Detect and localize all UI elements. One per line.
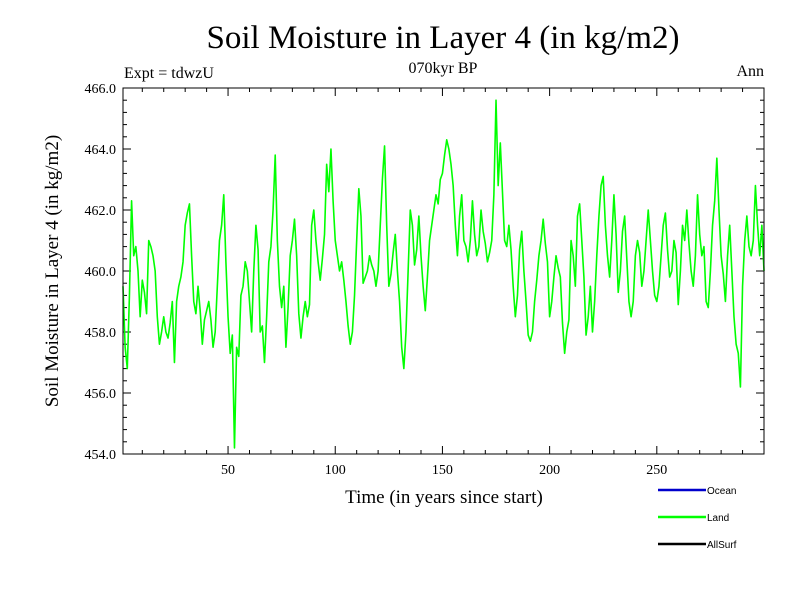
series-line-land	[122, 99, 765, 449]
legend-label-ocean: Ocean	[707, 486, 736, 497]
y-tick-label: 456.0	[85, 387, 117, 402]
y-axis-label: Soil Moisture in Layer 4 (in kg/m2)	[42, 135, 63, 407]
x-axis-label: Time (in years since start)	[345, 487, 543, 508]
y-tick-label: 462.0	[85, 204, 117, 219]
legend-label-land: Land	[707, 513, 729, 524]
y-tick-label: 458.0	[85, 326, 117, 341]
legend-label-allsurf: AllSurf	[707, 540, 737, 551]
chart-title: Soil Moisture in Layer 4 (in kg/m2)	[207, 20, 680, 56]
x-tick-label: 250	[646, 463, 667, 478]
y-tick-label: 466.0	[85, 82, 117, 97]
plot-area: 454.0 456.0 458.0 460.0 462.0 464.0 466.0 50 100…	[85, 82, 765, 478]
legend: Ocean Land AllSurf	[658, 486, 737, 551]
y-tick-label: 464.0	[85, 143, 117, 158]
x-tick-label: 50	[221, 463, 235, 478]
chart-subtitle: 070kyr BP	[409, 60, 478, 77]
season-label: Ann	[736, 63, 764, 80]
y-tick-label: 460.0	[85, 265, 117, 280]
experiment-label: Expt = tdwzU	[124, 65, 214, 82]
x-tick-label: 150	[432, 463, 453, 478]
plot-frame	[122, 87, 765, 455]
y-tick-label: 454.0	[85, 448, 117, 463]
x-tick-label: 100	[325, 463, 346, 478]
x-tick-label: 200	[539, 463, 560, 478]
